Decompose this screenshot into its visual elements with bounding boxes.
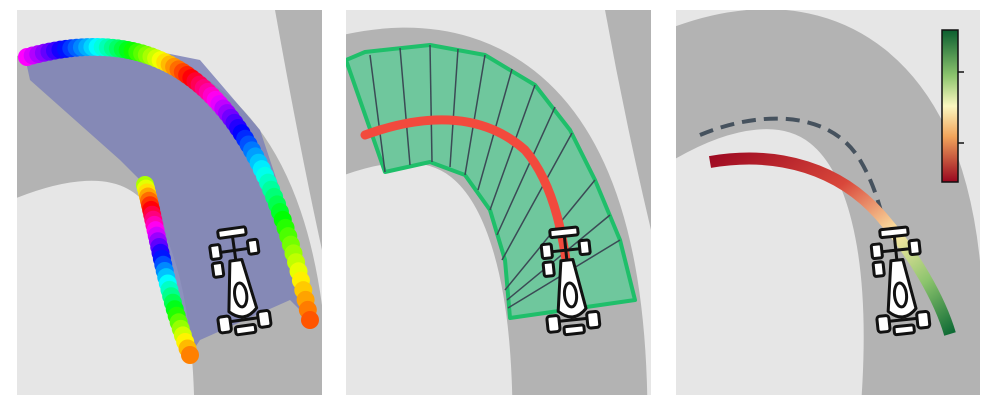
boundary-points	[18, 37, 319, 364]
track	[275, 10, 322, 250]
track	[676, 10, 980, 395]
panel-corridor	[346, 10, 651, 395]
panel-trajectory	[676, 10, 980, 395]
colorbar	[941, 29, 959, 183]
track	[605, 10, 651, 230]
planned-path	[699, 116, 884, 216]
corridor-grid	[369, 44, 621, 309]
boundary-point	[181, 346, 199, 364]
panel-coverage	[17, 10, 322, 395]
reference-path	[360, 115, 577, 310]
boundary-point	[301, 311, 319, 329]
velocity-trajectory	[708, 152, 956, 336]
